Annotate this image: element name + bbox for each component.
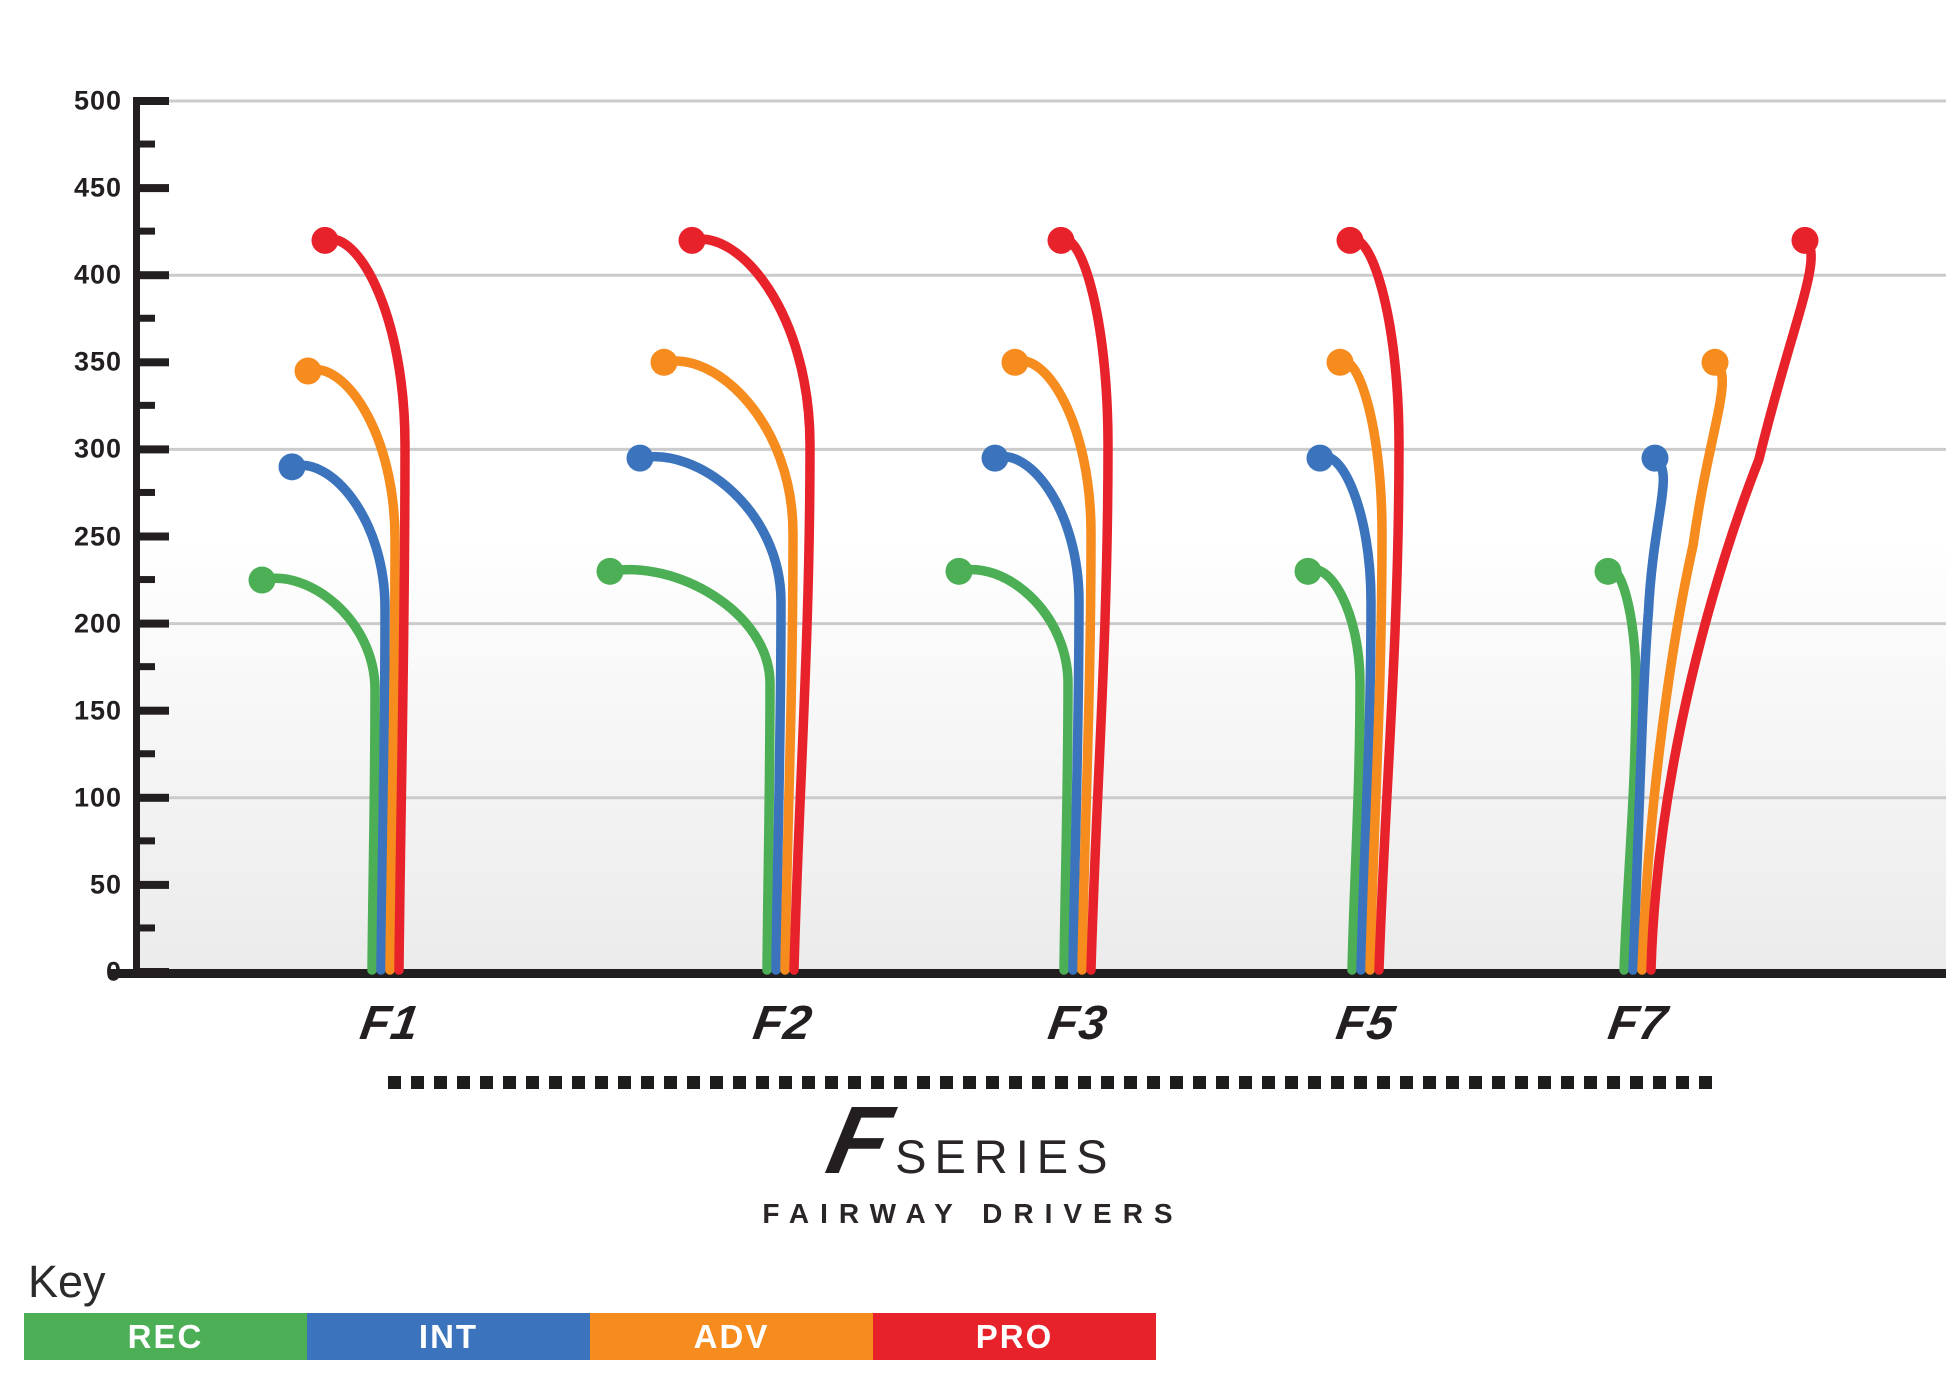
landing-dot-F7-REC bbox=[1594, 557, 1622, 585]
flight-path-F7-INT bbox=[1628, 453, 1669, 975]
landing-dot-F3-REC bbox=[945, 557, 973, 585]
disc-label-F2: F2 bbox=[749, 997, 817, 1050]
y-minor-tick-25 bbox=[133, 924, 155, 932]
y-minor-tick-275 bbox=[133, 488, 155, 496]
landing-dot-F2-PRO bbox=[678, 226, 706, 254]
y-minor-tick-175 bbox=[133, 663, 155, 671]
y-major-tick-450 bbox=[133, 184, 169, 193]
chart-title-block: F SERIES FAIRWAY DRIVERS bbox=[0, 1087, 1946, 1230]
y-major-tick-50 bbox=[133, 880, 169, 889]
y-tick-label-250: 250 bbox=[73, 521, 122, 551]
dashed-separator-rule bbox=[388, 1076, 1718, 1089]
y-major-tick-350 bbox=[133, 358, 169, 367]
flight-path-F1-ADV bbox=[303, 365, 400, 975]
landing-dot-F5-REC bbox=[1294, 557, 1322, 585]
flight-path-F3-ADV bbox=[1010, 356, 1096, 975]
y-tick-label-0: 0 bbox=[105, 956, 122, 987]
landing-dot-F3-PRO bbox=[1047, 226, 1075, 254]
flight-path-F3-PRO bbox=[1056, 234, 1113, 975]
key-heading: Key bbox=[28, 1256, 106, 1307]
flight-path-F2-ADV bbox=[659, 356, 798, 975]
y-major-tick-100 bbox=[133, 793, 169, 802]
key-legend-bar: REC INT ADV PRO bbox=[24, 1313, 1156, 1360]
key-item-int: INT bbox=[307, 1313, 590, 1360]
y-tick-label-50: 50 bbox=[89, 869, 122, 900]
disc-label-F1: F1 bbox=[356, 997, 424, 1050]
landing-dot-F7-ADV bbox=[1701, 348, 1729, 376]
flight-path-F1-REC bbox=[257, 573, 380, 975]
y-major-tick-400 bbox=[133, 271, 169, 280]
flight-path-F1-INT bbox=[287, 460, 390, 975]
landing-dot-F1-INT bbox=[278, 453, 306, 481]
series-title-text: SERIES bbox=[895, 1130, 1116, 1183]
y-minor-tick-225 bbox=[133, 576, 155, 584]
y-minor-tick-375 bbox=[133, 314, 155, 322]
landing-dot-F5-PRO bbox=[1336, 226, 1364, 254]
landing-dot-F7-INT bbox=[1641, 444, 1669, 472]
y-tick-label-500: 500 bbox=[73, 85, 122, 116]
landing-dot-F3-INT bbox=[981, 444, 1009, 472]
flight-path-F5-REC bbox=[1303, 564, 1365, 975]
key-item-rec: REC bbox=[24, 1313, 307, 1360]
landing-dot-F7-PRO bbox=[1791, 226, 1819, 254]
y-tick-label-100: 100 bbox=[73, 782, 122, 813]
flight-path-F1-PRO bbox=[320, 234, 410, 975]
flight-path-F7-REC bbox=[1603, 564, 1641, 975]
flight-path-F2-PRO bbox=[687, 234, 815, 975]
y-tick-label-350: 350 bbox=[73, 346, 122, 377]
y-tick-label-300: 300 bbox=[73, 433, 122, 464]
disc-label-F5: F5 bbox=[1332, 997, 1400, 1050]
y-major-tick-500 bbox=[133, 97, 169, 105]
y-tick-label-450: 450 bbox=[73, 172, 122, 203]
y-minor-tick-125 bbox=[133, 750, 155, 758]
flight-path-F3-INT bbox=[990, 451, 1084, 975]
disc-label-F3: F3 bbox=[1044, 997, 1112, 1050]
y-major-tick-150 bbox=[133, 706, 169, 715]
y-major-tick-250 bbox=[133, 532, 169, 541]
disc-label-F7: F7 bbox=[1604, 997, 1672, 1050]
landing-dot-F2-ADV bbox=[650, 348, 678, 376]
y-major-tick-300 bbox=[133, 445, 169, 454]
x-axis-line bbox=[108, 969, 1946, 978]
landing-dot-F1-ADV bbox=[294, 357, 322, 385]
flight-path-F2-REC bbox=[605, 565, 775, 975]
landing-dot-F1-PRO bbox=[311, 226, 339, 254]
series-logo-f: F bbox=[819, 1087, 901, 1194]
series-title: F SERIES bbox=[0, 1087, 1946, 1194]
landing-dot-F3-ADV bbox=[1001, 348, 1029, 376]
y-minor-tick-325 bbox=[133, 401, 155, 409]
y-tick-label-400: 400 bbox=[73, 259, 122, 290]
flight-path-F5-PRO bbox=[1345, 234, 1404, 975]
y-major-tick-200 bbox=[133, 619, 169, 628]
flight-path-F5-ADV bbox=[1335, 356, 1387, 975]
landing-dot-F2-REC bbox=[596, 557, 624, 585]
landing-dot-F5-INT bbox=[1306, 444, 1334, 472]
y-minor-tick-475 bbox=[133, 140, 155, 148]
key-item-adv: ADV bbox=[590, 1313, 873, 1360]
flight-path-F5-INT bbox=[1315, 451, 1376, 975]
y-tick-label-150: 150 bbox=[73, 695, 122, 726]
key-item-pro: PRO bbox=[873, 1313, 1156, 1360]
y-tick-label-200: 200 bbox=[73, 608, 122, 639]
flight-path-F3-REC bbox=[954, 565, 1073, 975]
flight-path-F2-INT bbox=[635, 451, 786, 975]
landing-dot-F1-REC bbox=[248, 566, 276, 594]
y-minor-tick-75 bbox=[133, 837, 155, 845]
chart-subtitle: FAIRWAY DRIVERS bbox=[762, 1198, 1184, 1229]
flight-path-F7-PRO bbox=[1646, 235, 1816, 975]
plot-background bbox=[133, 101, 1946, 972]
flight-path-F7-ADV bbox=[1637, 357, 1728, 975]
landing-dot-F5-ADV bbox=[1326, 348, 1354, 376]
landing-dot-F2-INT bbox=[626, 444, 654, 472]
y-minor-tick-425 bbox=[133, 227, 155, 235]
